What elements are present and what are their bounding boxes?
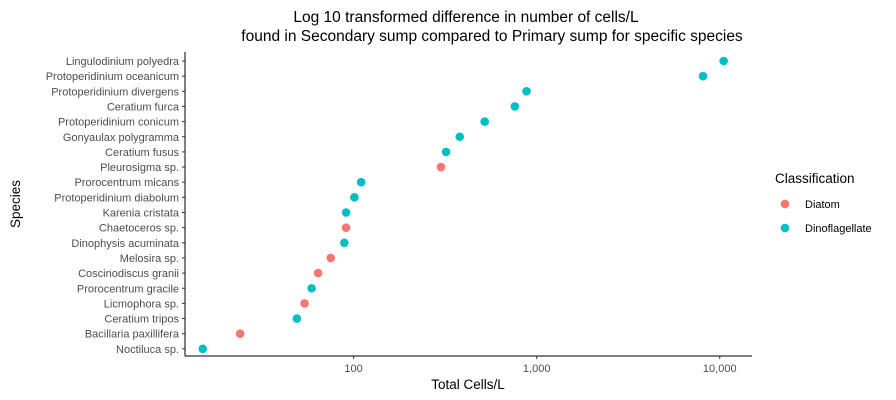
- data-point: [510, 102, 520, 111]
- data-point: [719, 56, 728, 66]
- x-axis-title: Total Cells/L: [431, 377, 505, 392]
- y-tick-label: Dinophysis acuminata: [71, 238, 179, 250]
- data-points: [198, 56, 728, 354]
- legend-key: [780, 223, 790, 233]
- y-tick-label: Protoperidinium diabolum: [54, 192, 179, 204]
- data-point: [340, 238, 349, 248]
- y-tick-label: Gonyaulax polygramma: [63, 132, 180, 144]
- legend-label: Diatom: [805, 199, 840, 211]
- legend-key: [780, 199, 790, 209]
- y-tick-label: Karenia cristata: [103, 208, 180, 220]
- data-point: [455, 132, 465, 142]
- y-axis-ticks: Lingulodinium polyedra Protoperidinium oc…: [46, 56, 185, 356]
- chart-title: Log 10 transformed difference in number …: [241, 9, 743, 45]
- y-tick-label: Ceratium fusus: [105, 147, 179, 159]
- y-tick-label: Chaetoceros sp.: [99, 223, 179, 235]
- y-tick-label: Ceratium tripos: [104, 314, 179, 326]
- y-tick-label: Noctiluca sp.: [116, 344, 179, 356]
- data-point: [326, 253, 336, 263]
- chart-title-line-2: found in Secondary sump compared to Prim…: [241, 28, 743, 45]
- data-point: [698, 71, 708, 81]
- y-tick-label: Coscinodiscus granii: [78, 268, 179, 280]
- y-tick-label: Protoperidinium divergens: [51, 86, 179, 98]
- legend: Classification Diatom Dinoflagellate: [775, 171, 872, 235]
- legend-label: Dinoflagellate: [805, 223, 872, 235]
- chart-title-line-1: Log 10 transformed difference in number …: [293, 9, 639, 26]
- y-tick-label: Melosira sp.: [120, 253, 179, 265]
- y-tick-label: Protoperidinium oceanicum: [46, 71, 179, 83]
- y-tick-label: Ceratium furca: [107, 101, 180, 113]
- y-tick-label: Licmophora sp.: [104, 298, 179, 310]
- data-point: [436, 162, 446, 172]
- y-tick-label: Bacillaria paxillifera: [85, 329, 180, 341]
- x-tick-label: 10,000: [703, 363, 737, 375]
- y-axis-title: Species: [8, 180, 23, 228]
- data-point: [198, 344, 208, 354]
- data-point: [350, 193, 359, 202]
- data-point: [235, 329, 245, 339]
- data-point: [441, 147, 451, 157]
- data-point: [341, 208, 351, 217]
- data-point: [522, 87, 531, 96]
- legend-title: Classification: [775, 171, 855, 186]
- data-point: [480, 117, 489, 126]
- data-point: [307, 283, 316, 293]
- x-tick-label: 100: [344, 363, 362, 375]
- plot-area: Lingulodinium polyedra Protoperidinium oc…: [46, 52, 752, 375]
- data-point: [313, 268, 323, 278]
- y-tick-label: Prorocentrum micans: [74, 177, 179, 189]
- y-tick-label: Pleurosigma sp.: [100, 162, 179, 174]
- data-point: [356, 177, 366, 187]
- data-point: [292, 314, 302, 323]
- legend-entries: Diatom Dinoflagellate: [780, 199, 872, 235]
- x-axis-ticks: 100 1,000 10,000: [344, 356, 737, 375]
- x-tick-label: 1,000: [523, 363, 551, 375]
- y-tick-label: Protoperidinium conicum: [58, 117, 179, 129]
- y-tick-label: Prorocentrum gracile: [77, 283, 179, 295]
- data-point: [300, 299, 309, 308]
- y-tick-label: Lingulodinium polyedra: [66, 56, 180, 68]
- data-point: [341, 223, 351, 232]
